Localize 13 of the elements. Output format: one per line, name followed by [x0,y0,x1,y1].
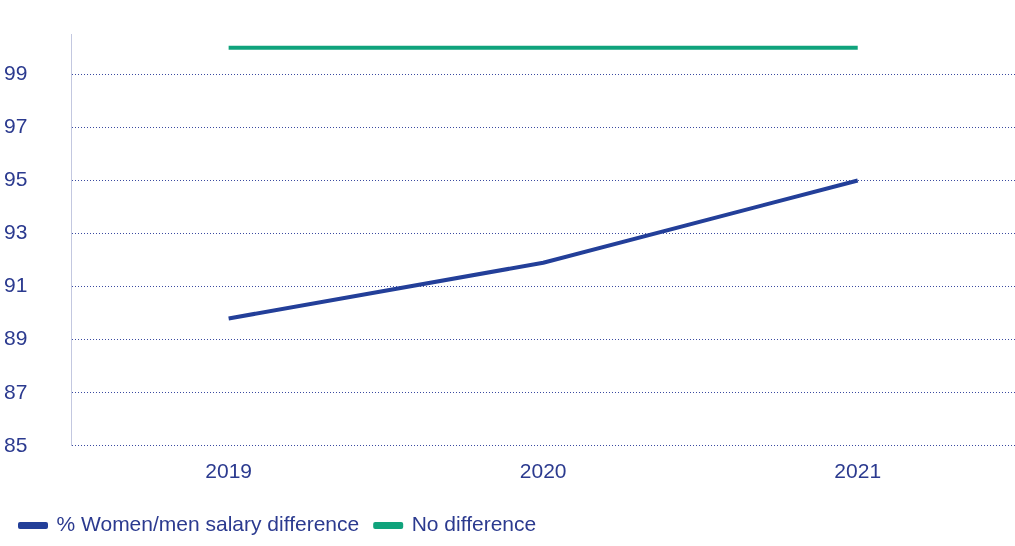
y-tick-label: 89 [4,326,28,350]
y-tick-label: 95 [4,167,28,191]
y-tick-label: 93 [4,220,28,244]
y-tick-label: 99 [4,61,28,85]
y-tick-label: 97 [4,114,28,138]
legend-label: No difference [411,512,537,536]
y-tick-label: 91 [4,273,28,297]
legend-label: % Women/men salary difference [56,512,360,536]
x-tick-label: 2019 [205,459,252,483]
x-tick-label: 2021 [834,459,882,483]
x-tick-label: 2020 [519,459,567,483]
y-tick-label: 87 [4,379,28,403]
y-tick-label: 85 [4,432,28,456]
